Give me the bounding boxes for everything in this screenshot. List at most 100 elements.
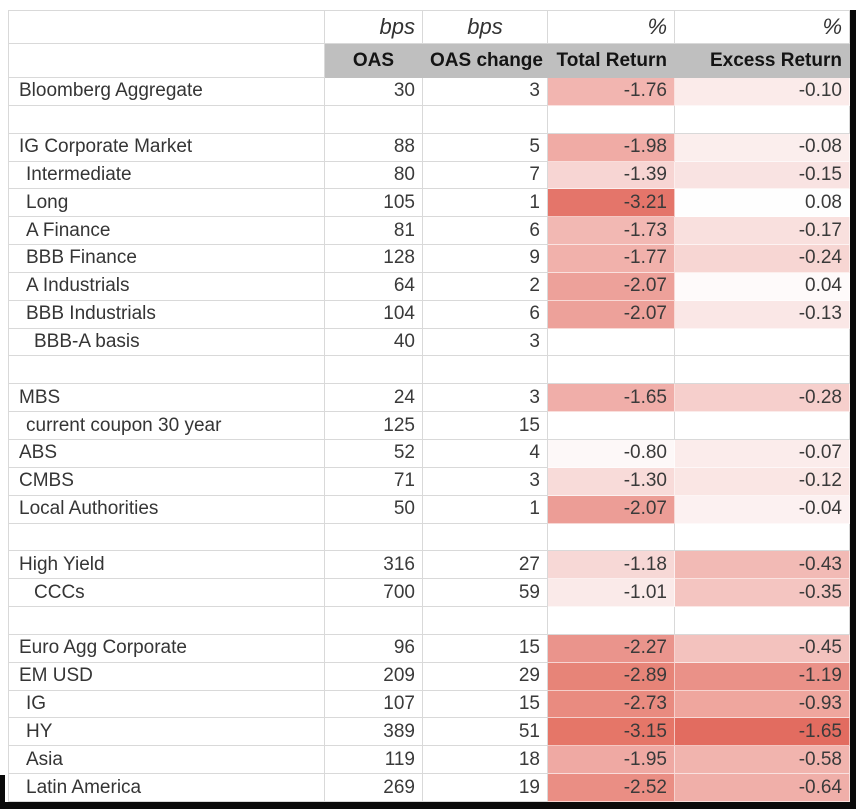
oas-change-cell[interactable] — [423, 105, 548, 134]
oas-change-cell[interactable]: 9 — [423, 245, 548, 273]
row-label-cell[interactable]: BBB-A basis — [8, 328, 325, 357]
oas-value-cell[interactable]: 88 — [325, 133, 423, 162]
total-return-cell[interactable]: -2.27 — [548, 634, 675, 663]
col-header-oas-change[interactable]: OAS change — [423, 44, 548, 78]
excess-return-cell[interactable]: -1.19 — [675, 662, 850, 691]
row-label-cell[interactable]: Latin America — [8, 774, 325, 802]
total-return-cell[interactable] — [548, 523, 675, 552]
total-return-cell[interactable]: -1.77 — [548, 245, 675, 273]
excess-return-cell[interactable] — [675, 523, 850, 552]
excess-return-cell[interactable]: -0.17 — [675, 217, 850, 246]
oas-change-cell[interactable]: 3 — [423, 328, 548, 357]
oas-value-cell[interactable]: 64 — [325, 272, 423, 301]
oas-value-cell[interactable] — [325, 607, 423, 635]
col-header-oas[interactable]: OAS — [325, 44, 423, 78]
row-label-cell[interactable]: Long — [8, 189, 325, 218]
oas-value-cell[interactable]: 24 — [325, 384, 423, 413]
units-cell-label[interactable] — [8, 10, 325, 44]
excess-return-cell[interactable]: -1.65 — [675, 718, 850, 747]
oas-value-cell[interactable]: 209 — [325, 662, 423, 691]
row-label-cell[interactable]: High Yield — [8, 551, 325, 580]
col-header-total-return[interactable]: Total Return — [548, 44, 675, 78]
oas-value-cell[interactable]: 30 — [325, 78, 423, 106]
oas-value-cell[interactable]: 96 — [325, 634, 423, 663]
total-return-cell[interactable]: -1.39 — [548, 161, 675, 190]
total-return-cell[interactable]: -0.80 — [548, 439, 675, 468]
row-label-cell[interactable]: Asia — [8, 746, 325, 775]
total-return-cell[interactable]: -1.76 — [548, 78, 675, 106]
excess-return-cell[interactable] — [675, 356, 850, 385]
oas-change-cell[interactable]: 1 — [423, 189, 548, 218]
total-return-cell[interactable] — [548, 412, 675, 440]
oas-value-cell[interactable]: 316 — [325, 551, 423, 580]
oas-value-cell[interactable]: 125 — [325, 412, 423, 440]
excess-return-cell[interactable]: -0.28 — [675, 384, 850, 413]
row-label-cell[interactable]: CCCs — [8, 579, 325, 608]
units-cell-tr[interactable]: % — [548, 10, 675, 44]
total-return-cell[interactable]: -2.07 — [548, 272, 675, 301]
excess-return-cell[interactable] — [675, 328, 850, 357]
row-label-cell[interactable]: ABS — [8, 439, 325, 468]
row-label-cell[interactable]: BBB Finance — [8, 245, 325, 273]
col-header-blank[interactable] — [8, 44, 325, 78]
excess-return-cell[interactable]: -0.04 — [675, 495, 850, 524]
total-return-cell[interactable]: -3.15 — [548, 718, 675, 747]
row-label-cell[interactable] — [8, 607, 325, 635]
oas-value-cell[interactable]: 128 — [325, 245, 423, 273]
excess-return-cell[interactable]: -0.08 — [675, 133, 850, 162]
excess-return-cell[interactable] — [675, 607, 850, 635]
oas-change-cell[interactable]: 7 — [423, 161, 548, 190]
total-return-cell[interactable]: -2.73 — [548, 690, 675, 719]
oas-change-cell[interactable]: 1 — [423, 495, 548, 524]
row-label-cell[interactable]: A Finance — [8, 217, 325, 246]
oas-value-cell[interactable] — [325, 356, 423, 385]
oas-change-cell[interactable]: 4 — [423, 439, 548, 468]
excess-return-cell[interactable]: -0.24 — [675, 245, 850, 273]
oas-change-cell[interactable]: 5 — [423, 133, 548, 162]
row-label-cell[interactable]: CMBS — [8, 467, 325, 496]
total-return-cell[interactable]: -1.98 — [548, 133, 675, 162]
excess-return-cell[interactable]: -0.64 — [675, 774, 850, 802]
oas-value-cell[interactable]: 107 — [325, 690, 423, 719]
excess-return-cell[interactable]: 0.08 — [675, 189, 850, 218]
excess-return-cell[interactable]: -0.35 — [675, 579, 850, 608]
oas-value-cell[interactable]: 119 — [325, 746, 423, 775]
oas-change-cell[interactable] — [423, 607, 548, 635]
oas-change-cell[interactable]: 6 — [423, 217, 548, 246]
total-return-cell[interactable]: -1.73 — [548, 217, 675, 246]
excess-return-cell[interactable]: -0.12 — [675, 467, 850, 496]
oas-change-cell[interactable]: 18 — [423, 746, 548, 775]
oas-value-cell[interactable]: 105 — [325, 189, 423, 218]
excess-return-cell[interactable] — [675, 105, 850, 134]
oas-value-cell[interactable]: 71 — [325, 467, 423, 496]
oas-value-cell[interactable]: 80 — [325, 161, 423, 190]
oas-change-cell[interactable]: 15 — [423, 634, 548, 663]
row-label-cell[interactable]: Euro Agg Corporate — [8, 634, 325, 663]
excess-return-cell[interactable]: -0.13 — [675, 300, 850, 329]
row-label-cell[interactable]: Intermediate — [8, 161, 325, 190]
row-label-cell[interactable] — [8, 523, 325, 552]
oas-change-cell[interactable]: 3 — [423, 384, 548, 413]
oas-value-cell[interactable] — [325, 105, 423, 134]
row-label-cell[interactable]: A Industrials — [8, 272, 325, 301]
row-label-cell[interactable]: current coupon 30 year — [8, 412, 325, 440]
total-return-cell[interactable]: -3.21 — [548, 189, 675, 218]
excess-return-cell[interactable]: 0.04 — [675, 272, 850, 301]
oas-change-cell[interactable]: 15 — [423, 690, 548, 719]
units-cell-chg[interactable]: bps — [423, 10, 548, 44]
row-label-cell[interactable]: Local Authorities — [8, 495, 325, 524]
total-return-cell[interactable]: -2.07 — [548, 300, 675, 329]
excess-return-cell[interactable]: -0.07 — [675, 439, 850, 468]
excess-return-cell[interactable]: -0.58 — [675, 746, 850, 775]
total-return-cell[interactable]: -2.52 — [548, 774, 675, 802]
total-return-cell[interactable]: -2.07 — [548, 495, 675, 524]
total-return-cell[interactable]: -1.30 — [548, 467, 675, 496]
total-return-cell[interactable] — [548, 105, 675, 134]
excess-return-cell[interactable]: -0.45 — [675, 634, 850, 663]
row-label-cell[interactable]: IG — [8, 690, 325, 719]
excess-return-cell[interactable]: -0.10 — [675, 78, 850, 106]
oas-change-cell[interactable]: 19 — [423, 774, 548, 802]
units-cell-oas[interactable]: bps — [325, 10, 423, 44]
oas-value-cell[interactable]: 52 — [325, 439, 423, 468]
row-label-cell[interactable]: MBS — [8, 384, 325, 413]
